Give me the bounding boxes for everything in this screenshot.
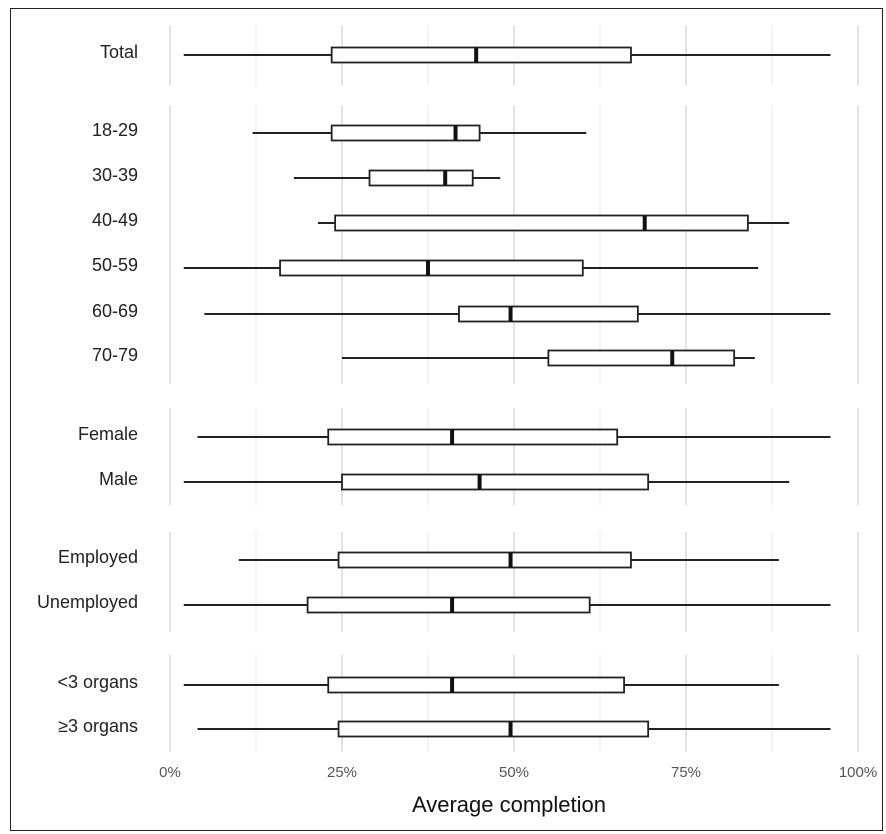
iqr-box [279, 259, 584, 277]
category-label: <3 organs [57, 672, 138, 692]
category-label: Employed [58, 547, 138, 567]
x-tick-label: 100% [839, 764, 877, 781]
category-label: Female [78, 424, 138, 444]
category-label: 70-79 [92, 345, 138, 365]
x-tick-label: 25% [327, 764, 357, 781]
category-label: 60-69 [92, 301, 138, 321]
iqr-box [306, 596, 591, 614]
category-label: 40-49 [92, 210, 138, 230]
iqr-box [337, 551, 632, 569]
category-label: Male [99, 469, 138, 489]
iqr-box [368, 169, 474, 187]
category-label: 50-59 [92, 255, 138, 275]
x-axis-title: Average completion [412, 792, 606, 817]
iqr-box [334, 214, 749, 232]
iqr-box [458, 305, 639, 323]
x-tick-label: 75% [671, 764, 701, 781]
iqr-box [547, 349, 736, 367]
iqr-box [330, 46, 632, 64]
category-label: ≥3 organs [58, 716, 138, 736]
x-tick-label: 0% [159, 764, 181, 781]
iqr-box [327, 676, 625, 694]
iqr-box [337, 720, 650, 738]
category-label: 30-39 [92, 165, 138, 185]
category-label: 18-29 [92, 120, 138, 140]
iqr-box [341, 473, 650, 491]
iqr-box [330, 124, 481, 142]
iqr-box [327, 428, 619, 446]
category-label: Total [100, 42, 138, 62]
chart-frame [10, 8, 883, 831]
x-tick-label: 50% [499, 764, 529, 781]
category-label: Unemployed [37, 592, 138, 612]
